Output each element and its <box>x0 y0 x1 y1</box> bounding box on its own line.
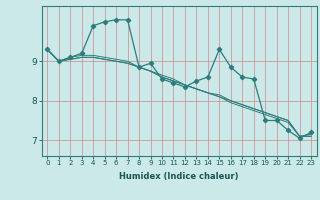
X-axis label: Humidex (Indice chaleur): Humidex (Indice chaleur) <box>119 172 239 181</box>
